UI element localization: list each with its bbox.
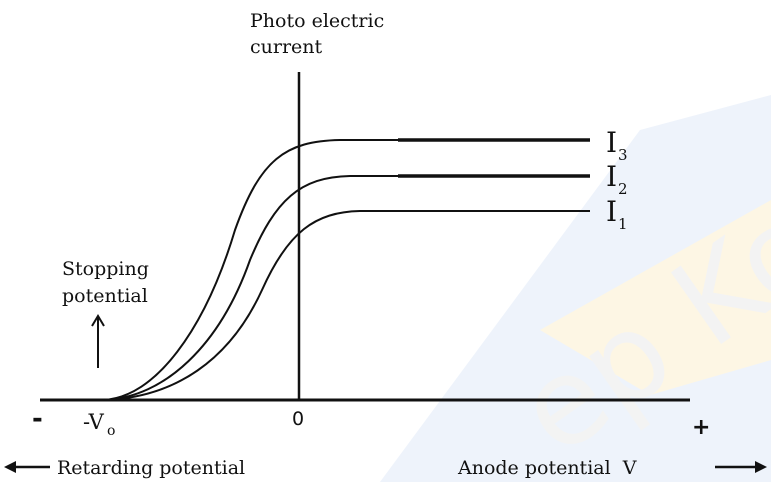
- stopping-voltage-sub: o: [107, 423, 115, 439]
- y-axis-label-line2: current: [250, 36, 323, 58]
- stopping-voltage-label: -V: [83, 410, 105, 434]
- retarding-arrow: [4, 461, 50, 473]
- retarding-label: Retarding potential: [57, 457, 245, 479]
- curve-label-i1-sub: 1: [618, 215, 628, 233]
- curve-label-i3-sub: 3: [618, 146, 628, 164]
- curve-label-i2: I: [606, 160, 617, 193]
- stopping-label-line2: potential: [62, 285, 148, 307]
- watermark: ep Ko: [380, 95, 771, 482]
- stopping-label-line1: Stopping: [62, 258, 149, 280]
- stopping-arrow: [92, 316, 104, 368]
- anode-label: Anode potential V: [457, 457, 637, 479]
- y-axis-label-line1: Photo electric: [250, 10, 384, 32]
- minus-sign: -: [32, 404, 43, 434]
- origin-label: 0: [292, 408, 304, 430]
- curve-label-i1: I: [606, 195, 617, 228]
- curve-label-i2-sub: 2: [618, 180, 628, 198]
- curve-label-i3: I: [606, 126, 617, 159]
- plus-sign: +: [692, 415, 710, 440]
